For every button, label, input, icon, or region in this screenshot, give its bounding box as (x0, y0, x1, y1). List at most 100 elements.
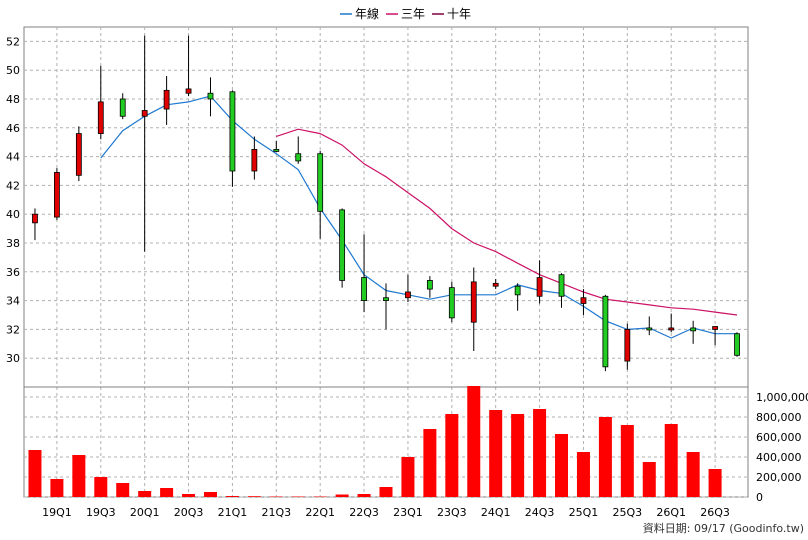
candle (273, 140, 280, 153)
candle (492, 279, 499, 290)
candle-body (712, 326, 718, 330)
volume-bar (423, 429, 437, 497)
ma-line-three-year (276, 128, 738, 316)
candle (580, 289, 587, 315)
volume-tick-label: 1,000,000 (756, 391, 808, 404)
volume-bar (72, 455, 86, 497)
price-panel: 30 32 34 36 38 40 42 44 46 48 50 52 (6, 26, 749, 497)
candle (734, 332, 740, 357)
volume-bar (598, 417, 612, 497)
volume-tick-label: 600,000 (756, 431, 802, 444)
price-tick-label: 40 (6, 208, 20, 221)
volume-bar (445, 414, 459, 497)
candle-body (141, 110, 148, 117)
volume-bar (620, 425, 634, 497)
candle (536, 260, 543, 304)
candle-body (492, 282, 499, 287)
candle-body (448, 287, 455, 319)
candle (251, 136, 258, 180)
x-tick-label: 24Q1 (481, 506, 511, 519)
volume-bar (138, 491, 152, 497)
x-tick-label: 19Q1 (42, 506, 72, 519)
candle-body (75, 133, 82, 176)
candle-body (317, 153, 324, 212)
x-tick-label: 25Q1 (569, 506, 599, 519)
volume-bar (94, 477, 108, 497)
volume-bar (28, 450, 42, 497)
candle (448, 281, 455, 323)
candle-body (514, 285, 521, 296)
candle-body (383, 297, 389, 302)
x-tick-label: 23Q3 (437, 506, 467, 519)
price-tick-label: 30 (6, 352, 20, 365)
candle-body (405, 291, 411, 299)
candle (75, 126, 82, 182)
candle (712, 326, 718, 346)
volume-bar (555, 434, 569, 497)
volume-bar (401, 457, 415, 497)
volume-bar (335, 494, 349, 497)
volume-bar (489, 410, 503, 497)
price-tick-label: 52 (6, 35, 20, 48)
candle-body (690, 327, 697, 332)
volume-plot-area (23, 386, 749, 498)
candle-body (602, 295, 609, 368)
volume-bar (50, 479, 64, 497)
x-tick-label: 26Q3 (700, 506, 730, 519)
volume-bar (182, 494, 196, 497)
candle (163, 75, 170, 125)
price-tick-label: 42 (6, 179, 20, 192)
volume-bar (247, 496, 261, 497)
candle (690, 320, 697, 344)
price-tick-label: 32 (6, 323, 20, 336)
price-tick-label: 38 (6, 237, 20, 250)
legend-ma10-label: 十年 (447, 7, 471, 21)
candle-body (646, 327, 653, 331)
candle-body (536, 277, 543, 297)
volume-tick-label: 200,000 (756, 471, 802, 484)
volume-bar (379, 487, 393, 497)
x-tick-label: 22Q1 (305, 506, 335, 519)
candle (339, 208, 346, 288)
candle (229, 90, 236, 187)
candle (624, 323, 631, 370)
price-tick-label: 36 (6, 266, 20, 279)
volume-bar (576, 452, 590, 497)
volume-bar (642, 462, 656, 497)
candle (405, 274, 411, 303)
price-tick-label: 44 (6, 151, 20, 164)
volume-bar (160, 488, 174, 497)
price-plot-area (23, 26, 749, 388)
volume-panel: 0 200,000 400,000 600,000 800,000 1,000,000 (23, 386, 808, 504)
candle (185, 35, 192, 97)
candle-body (251, 148, 258, 172)
candle-body (734, 333, 740, 356)
volume-bar (664, 424, 678, 497)
candle-body (229, 91, 236, 172)
volume-tick-label: 0 (756, 491, 763, 504)
candle-body (624, 328, 631, 362)
candle-body (339, 209, 346, 281)
candle (470, 267, 477, 351)
legend-ma3-label: 三年 (401, 7, 425, 21)
candle (514, 283, 521, 311)
candle (558, 273, 565, 308)
x-tick-label: 21Q1 (218, 506, 248, 519)
volume-bar (357, 494, 371, 497)
candle (32, 208, 38, 241)
candle (602, 294, 609, 372)
candle-body (295, 153, 302, 162)
x-tick-label: 24Q3 (525, 506, 555, 519)
x-tick-label: 19Q3 (86, 506, 116, 519)
volume-bar (686, 452, 700, 497)
x-tick-label: 22Q3 (349, 506, 379, 519)
candle (141, 35, 148, 252)
price-tick-label: 50 (6, 64, 20, 77)
price-tick-label: 34 (6, 295, 20, 308)
candle (97, 65, 104, 140)
x-tick-label: 20Q3 (174, 506, 204, 519)
volume-bar (313, 496, 327, 497)
x-tick-label: 20Q1 (130, 506, 160, 519)
candle (668, 313, 675, 333)
